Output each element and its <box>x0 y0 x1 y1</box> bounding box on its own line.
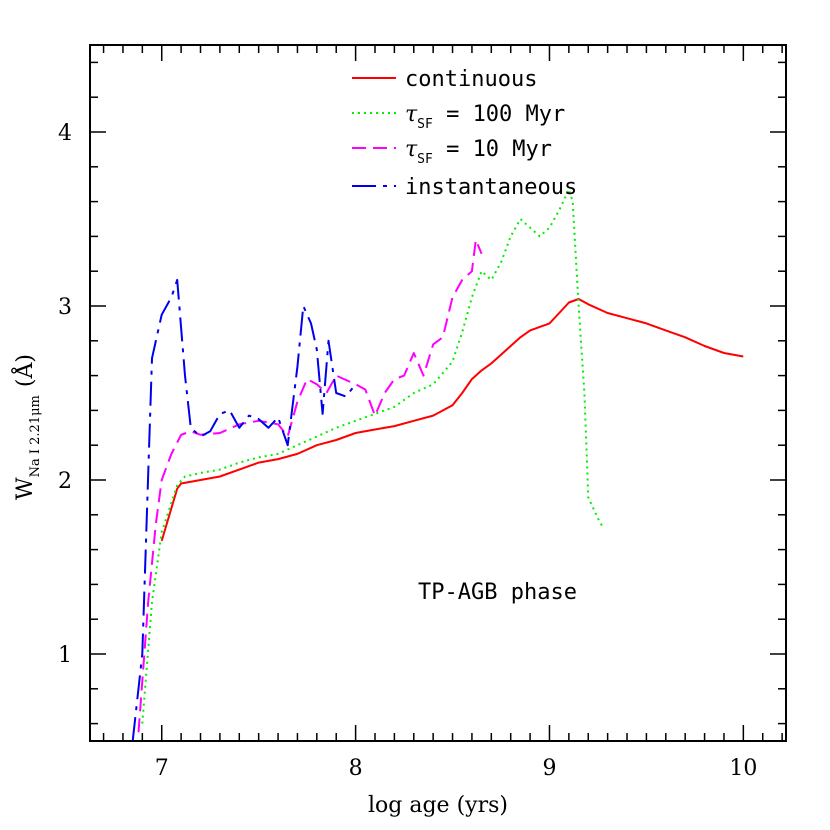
x-tick-label: 8 <box>349 756 363 781</box>
y-tick-label: 4 <box>58 121 72 146</box>
y-axis-label: WNa I 2.21μm (Å) <box>10 354 43 500</box>
y-axis-label-sub: Na I 2.21μm <box>28 395 43 477</box>
legend-text-rest: = 100 Myr <box>433 102 565 127</box>
series-line-0 <box>160 298 744 542</box>
legend-label-2: τSF = 10 Myr <box>405 137 552 167</box>
legend-label-0: continuous <box>405 67 537 92</box>
series-line-2 <box>137 238 483 733</box>
ticks-layer <box>90 45 786 741</box>
series-layer <box>131 188 744 741</box>
plot-frame <box>89 44 787 742</box>
legend-subscript: SF <box>417 117 433 132</box>
x-axis-label: log age (yrs) <box>368 793 508 818</box>
legend-label-3: instantaneous <box>405 175 577 200</box>
x-tick-label: 9 <box>542 756 556 781</box>
y-tick-label: 2 <box>58 469 72 494</box>
series-line-3 <box>131 278 357 741</box>
tick-labels-layer: 7 8 9 10 1 2 3 4 <box>58 121 757 781</box>
legend-symbol: τ <box>405 137 418 162</box>
y-tick-label: 3 <box>58 295 72 320</box>
series-line-1 <box>141 188 605 724</box>
y-tick-label: 1 <box>58 643 72 668</box>
legend-label-1: τSF = 100 Myr <box>405 102 565 132</box>
y-axis-label-unit: (Å) <box>10 354 38 387</box>
x-tick-label: 7 <box>155 756 169 781</box>
legend-text-rest: = 10 Myr <box>433 137 552 162</box>
phase-annotation: TP-AGB phase <box>418 580 577 605</box>
x-tick-label: 10 <box>729 756 757 781</box>
legend-subscript: SF <box>417 152 433 167</box>
legend-symbol: τ <box>405 102 418 127</box>
y-axis-label-text: WNa I 2.21μm (Å) <box>10 354 43 500</box>
y-axis-label-main: W <box>13 477 38 500</box>
